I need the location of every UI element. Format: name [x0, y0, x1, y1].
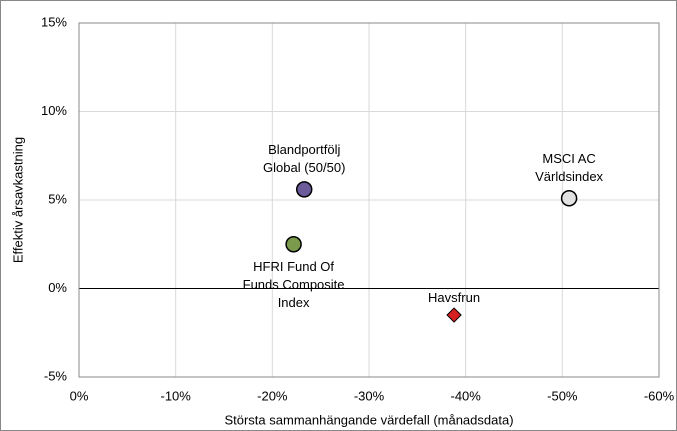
x-tick-label: -60%	[644, 388, 675, 403]
point	[295, 181, 313, 198]
y-tick-label: -5%	[44, 368, 68, 383]
y-tick-label: 5%	[48, 191, 67, 206]
y-axis-label: Effektiv årsavkastning	[10, 137, 25, 263]
x-tick-label: -50%	[547, 388, 578, 403]
x-tick-label: -10%	[160, 388, 191, 403]
y-tick-label: 0%	[48, 280, 67, 295]
point-label: HFRI Fund Of Funds Composite Index	[242, 259, 345, 311]
point-label: Havsfrun	[428, 290, 481, 306]
x-tick-label: 0%	[70, 388, 89, 403]
x-tick-label: -40%	[450, 388, 481, 403]
point	[285, 236, 302, 253]
point	[560, 189, 578, 207]
plot-border	[78, 22, 660, 378]
x-axis-label: Största sammanhängande värdefall (månads…	[224, 412, 513, 427]
x-tick-label: -30%	[354, 388, 385, 403]
point-label: MSCI AC Världsindex	[535, 151, 604, 185]
y-tick-label: 10%	[41, 103, 67, 118]
y-tick-label: 15%	[41, 14, 67, 29]
x-tick-label: -20%	[257, 388, 288, 403]
point-label: Blandportfölj Global (50/50)	[263, 142, 346, 176]
point	[446, 307, 462, 323]
